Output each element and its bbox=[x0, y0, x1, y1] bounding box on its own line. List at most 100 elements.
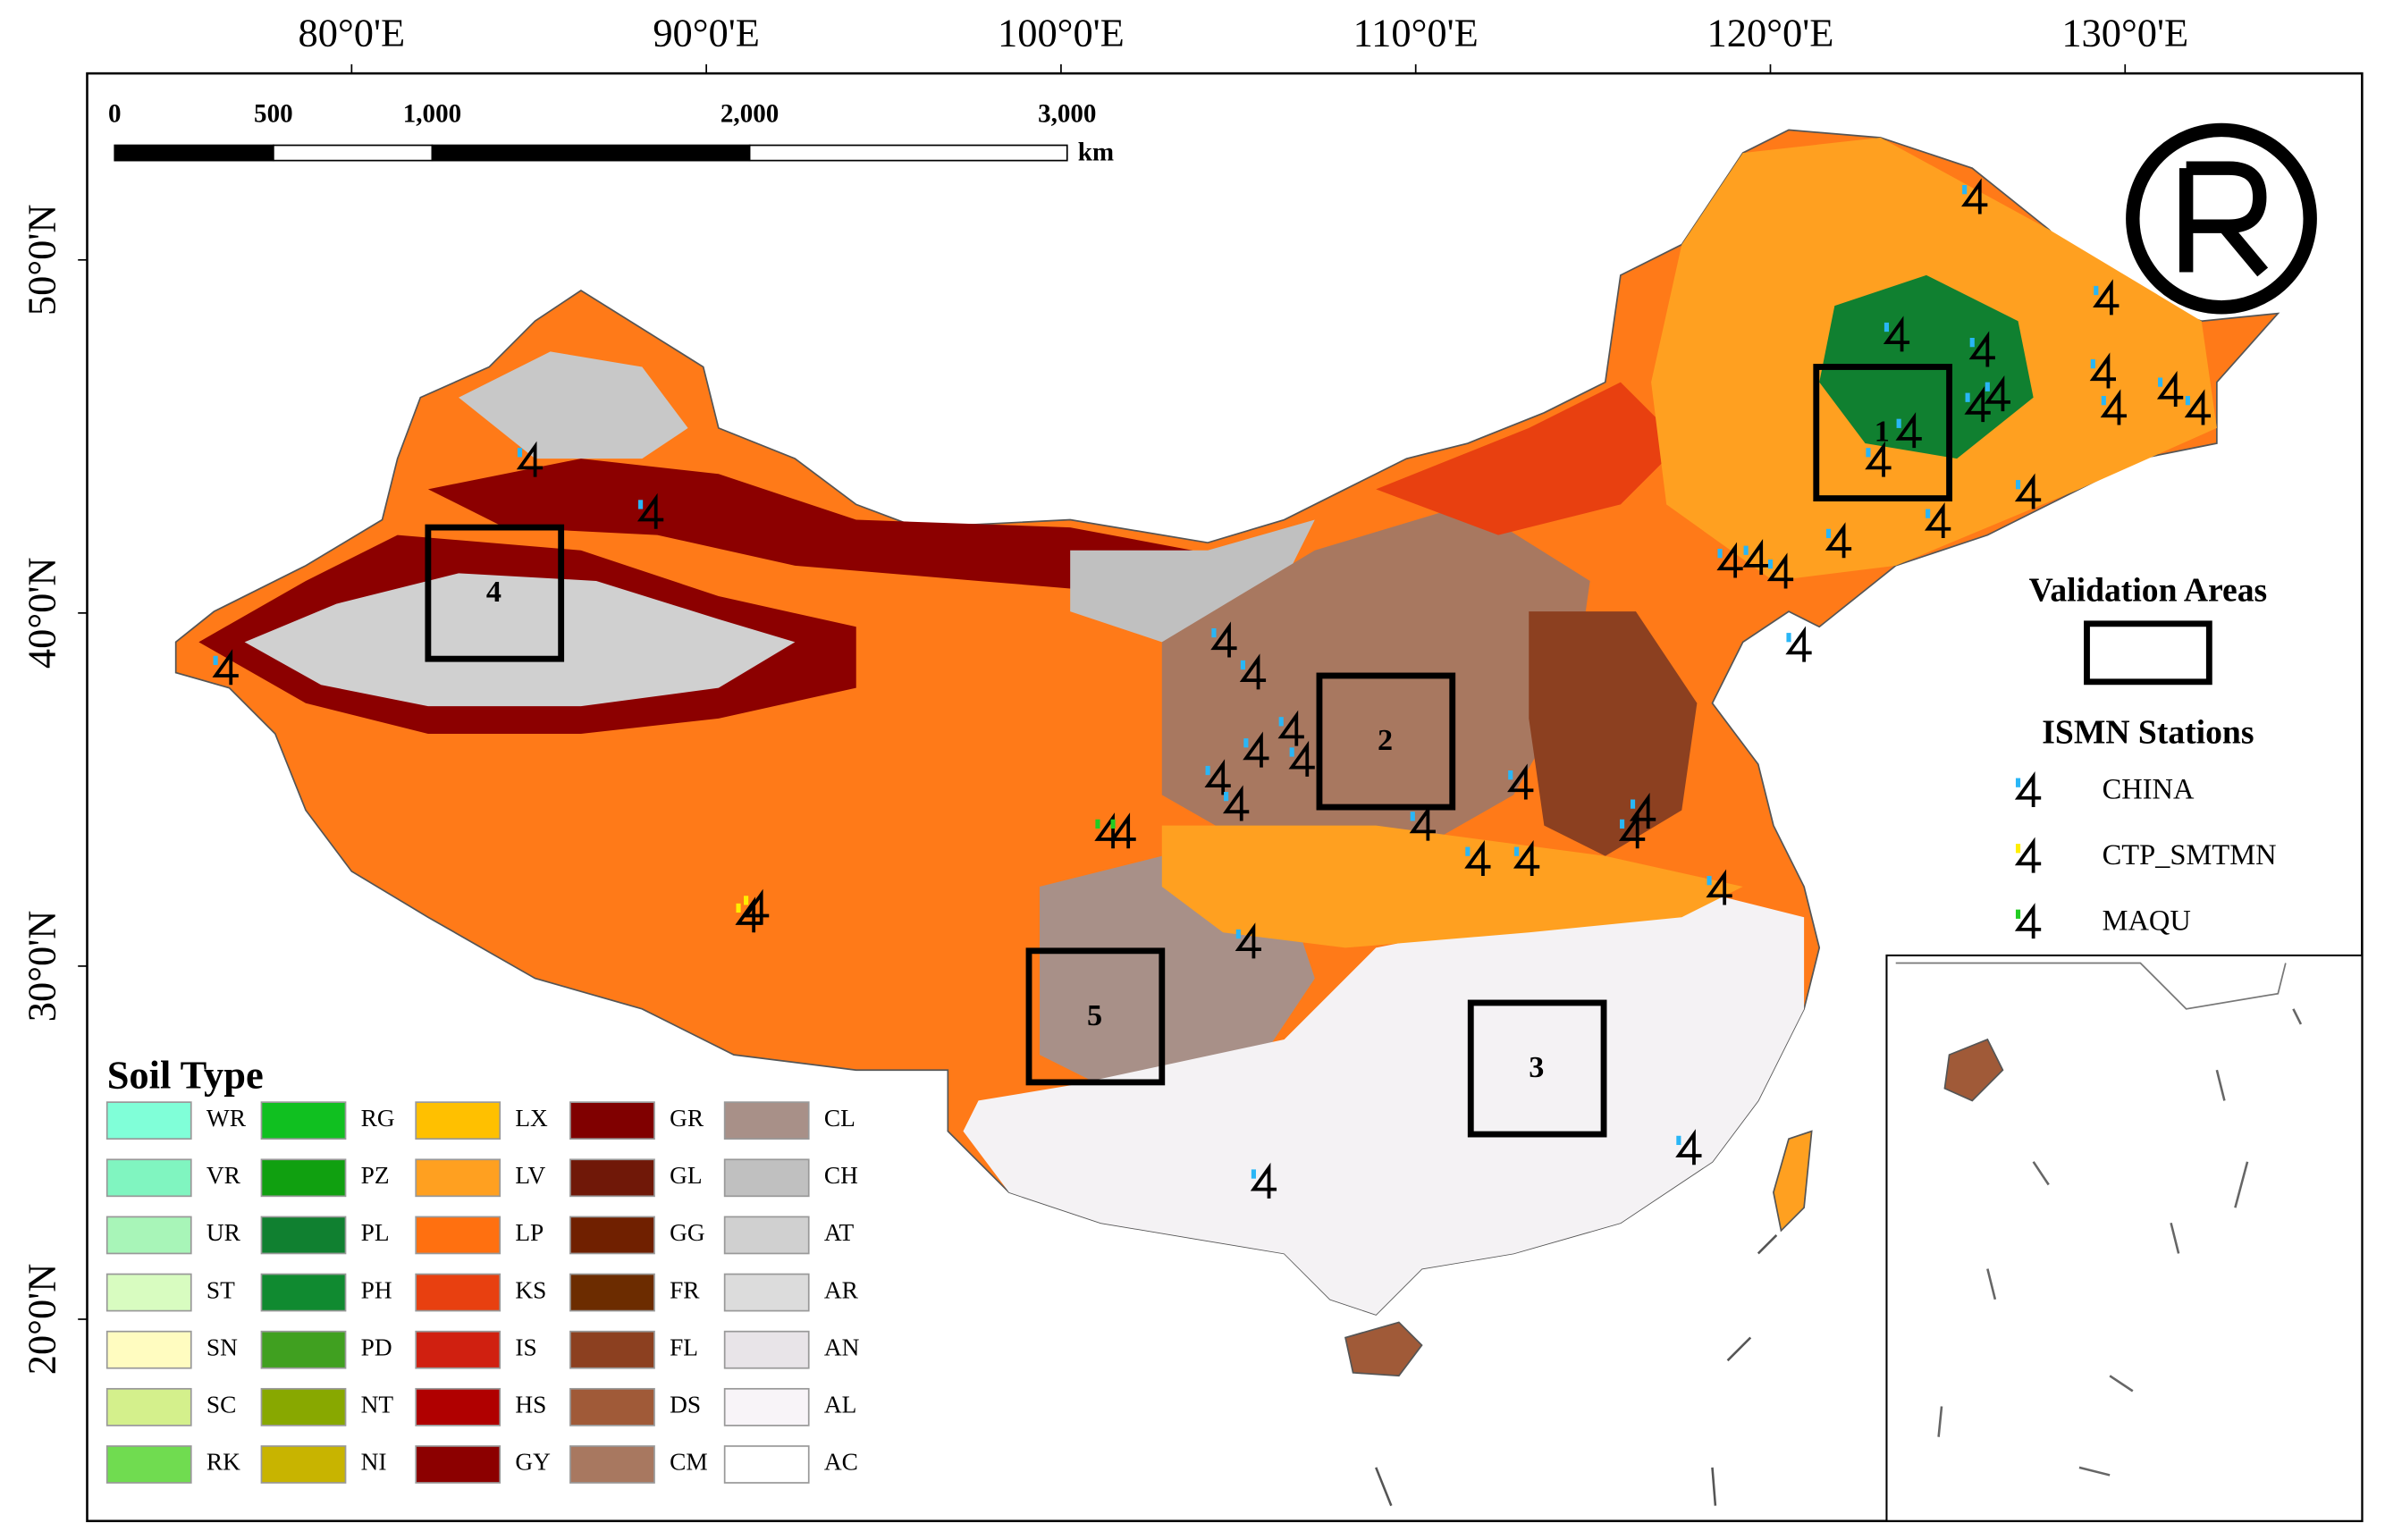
lon-label: 90°0'E bbox=[653, 10, 760, 55]
station-marker bbox=[1742, 539, 1769, 576]
legend-code: AN bbox=[824, 1334, 860, 1360]
station-marker bbox=[1235, 922, 1261, 959]
legend-code: LX bbox=[515, 1105, 548, 1132]
station-marker bbox=[1243, 731, 1269, 768]
legend-code: HS bbox=[515, 1392, 546, 1418]
station-legend-label: MAQU bbox=[2103, 905, 2191, 937]
station-marker bbox=[636, 492, 664, 529]
legend-title: Soil Type bbox=[107, 1053, 264, 1098]
legend-swatch bbox=[723, 1158, 810, 1198]
legend-code: UR bbox=[206, 1219, 241, 1246]
legend-swatch bbox=[723, 1216, 810, 1255]
legend-swatch bbox=[260, 1445, 347, 1484]
legend-swatch bbox=[105, 1216, 192, 1255]
station-marker bbox=[2089, 352, 2116, 389]
legend-code: CM bbox=[670, 1449, 708, 1476]
legend-swatch bbox=[105, 1273, 192, 1312]
legend-code: FR bbox=[670, 1276, 700, 1303]
lat-label: 30°0'N bbox=[20, 911, 64, 1022]
legend-swatch bbox=[260, 1216, 347, 1255]
legend-code: PH bbox=[361, 1276, 392, 1303]
legend-code: GY bbox=[515, 1449, 551, 1476]
legend-swatch bbox=[260, 1273, 347, 1312]
legend-code: GG bbox=[670, 1219, 705, 1246]
inset-islands bbox=[1937, 1008, 2303, 1477]
legend-code: DS bbox=[670, 1392, 701, 1418]
legend-code: VR bbox=[206, 1162, 241, 1189]
station-marker bbox=[2093, 279, 2120, 316]
legend-swatch bbox=[569, 1387, 655, 1426]
station-marker bbox=[516, 441, 544, 477]
legend-swatch bbox=[105, 1101, 192, 1140]
station-legend-icon bbox=[2014, 903, 2042, 939]
legend-swatch bbox=[723, 1330, 810, 1369]
station-marker bbox=[1409, 804, 1436, 841]
validation-box bbox=[1467, 999, 1607, 1138]
station-marker bbox=[1288, 740, 1315, 777]
station-marker bbox=[1706, 869, 1732, 905]
legend-swatch bbox=[260, 1101, 347, 1140]
scale-segment bbox=[748, 144, 1068, 162]
validation-title: Validation Areas bbox=[2029, 571, 2267, 609]
station-marker bbox=[1094, 812, 1121, 849]
stations-title: ISMN Stations bbox=[2042, 713, 2254, 751]
station-marker bbox=[1210, 621, 1237, 658]
validation-label: 4 bbox=[486, 576, 501, 609]
inset-hainan bbox=[1943, 1038, 2004, 1102]
station-marker bbox=[1239, 653, 1267, 690]
legend-code: NT bbox=[361, 1392, 394, 1418]
validation-label: 1 bbox=[1875, 416, 1890, 449]
legend-code: LV bbox=[515, 1162, 545, 1189]
scale-unit: km bbox=[1078, 138, 1114, 166]
lat-label: 20°0'N bbox=[20, 1264, 64, 1376]
station-marker bbox=[1716, 542, 1743, 578]
station-marker bbox=[1924, 501, 1951, 539]
hainan bbox=[1344, 1321, 1423, 1377]
legend-swatch bbox=[415, 1387, 501, 1426]
legend-code: CL bbox=[824, 1105, 855, 1132]
scale-label: 3,000 bbox=[1038, 100, 1096, 129]
station-marker bbox=[1968, 331, 1995, 367]
legend-swatch bbox=[723, 1445, 810, 1484]
station-marker bbox=[1277, 710, 1304, 746]
legend-swatch bbox=[415, 1445, 501, 1484]
legend-code: WR bbox=[206, 1105, 247, 1132]
legend-swatch bbox=[415, 1273, 501, 1312]
station-marker bbox=[2184, 389, 2212, 425]
legend-swatch bbox=[569, 1216, 655, 1255]
inset-frame bbox=[1885, 954, 2364, 1522]
station-marker bbox=[1507, 763, 1534, 800]
legend-swatch bbox=[569, 1158, 655, 1198]
north-china bbox=[1529, 611, 1698, 856]
legend-swatch bbox=[260, 1387, 347, 1426]
validation-box bbox=[1025, 947, 1166, 1086]
legend-code: IS bbox=[515, 1334, 536, 1360]
station-marker bbox=[1865, 441, 1892, 477]
mark-circle bbox=[2126, 122, 2317, 315]
legend-code: AC bbox=[824, 1449, 858, 1476]
inner-mongolia bbox=[1376, 382, 1682, 535]
legend-swatch bbox=[415, 1330, 501, 1369]
legend-code: AL bbox=[824, 1392, 856, 1418]
lon-label: 110°0'E bbox=[1353, 10, 1479, 55]
scale-label: 500 bbox=[254, 100, 293, 129]
lon-label: 80°0'E bbox=[299, 10, 406, 55]
validation-label: 2 bbox=[1378, 724, 1393, 757]
legend-swatch bbox=[260, 1330, 347, 1369]
station-marker bbox=[1109, 812, 1136, 849]
taiwan bbox=[1773, 1130, 1813, 1233]
lat-label: 40°0'N bbox=[20, 558, 64, 669]
station-marker bbox=[1222, 785, 1250, 821]
legend-swatch bbox=[260, 1158, 347, 1198]
lon-label: 130°0'E bbox=[2061, 10, 2188, 55]
validation-box bbox=[1813, 364, 1952, 502]
station-marker bbox=[212, 649, 239, 686]
legend-swatch bbox=[569, 1445, 655, 1484]
station-marker bbox=[2156, 370, 2184, 407]
station-legend-label: CTP_SMTMN bbox=[2103, 839, 2277, 871]
legend-code: PL bbox=[361, 1219, 390, 1246]
station-marker bbox=[1629, 792, 1656, 829]
legend-swatch bbox=[723, 1273, 810, 1312]
legend-code: NI bbox=[361, 1449, 387, 1476]
